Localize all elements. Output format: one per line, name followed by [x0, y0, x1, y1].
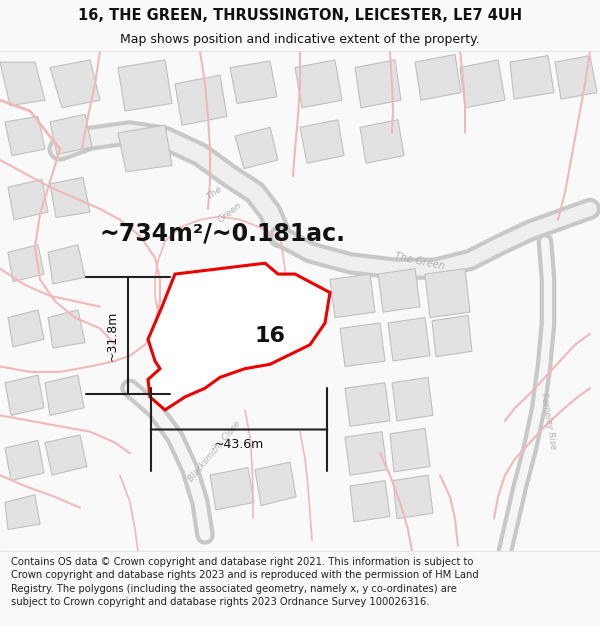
Polygon shape [432, 316, 472, 357]
Polygon shape [148, 263, 330, 410]
Polygon shape [5, 495, 40, 529]
Polygon shape [392, 378, 433, 421]
Polygon shape [300, 120, 344, 163]
Polygon shape [210, 468, 254, 510]
Polygon shape [118, 60, 172, 111]
Text: ~734m²/~0.181ac.: ~734m²/~0.181ac. [100, 222, 346, 246]
Polygon shape [378, 269, 420, 312]
Text: Contains OS data © Crown copyright and database right 2021. This information is : Contains OS data © Crown copyright and d… [11, 557, 479, 607]
Polygon shape [295, 60, 342, 108]
Polygon shape [360, 120, 404, 163]
Polygon shape [510, 56, 554, 99]
Polygon shape [415, 54, 461, 100]
Text: The: The [206, 184, 224, 201]
Polygon shape [8, 310, 44, 347]
Text: The Green: The Green [394, 251, 446, 271]
Polygon shape [230, 61, 277, 103]
Text: 16, THE GREEN, THRUSSINGTON, LEICESTER, LE7 4UH: 16, THE GREEN, THRUSSINGTON, LEICESTER, … [78, 8, 522, 23]
Polygon shape [5, 441, 44, 481]
Text: Green: Green [217, 200, 244, 224]
Polygon shape [235, 127, 278, 169]
Text: ~43.6m: ~43.6m [214, 438, 264, 451]
Polygon shape [255, 462, 296, 506]
Polygon shape [345, 432, 387, 475]
Polygon shape [555, 56, 597, 99]
Polygon shape [355, 60, 401, 108]
Polygon shape [45, 375, 84, 416]
Polygon shape [48, 310, 85, 348]
Polygon shape [50, 177, 90, 217]
Polygon shape [388, 318, 430, 361]
Polygon shape [50, 114, 92, 154]
Polygon shape [118, 125, 172, 172]
Polygon shape [0, 62, 45, 106]
Polygon shape [175, 75, 227, 125]
Text: Blacksmiths Close: Blacksmiths Close [187, 419, 243, 483]
Text: ~31.8m: ~31.8m [106, 310, 119, 361]
Polygon shape [8, 179, 48, 220]
Text: Ferneley Rise: Ferneley Rise [539, 392, 557, 449]
Polygon shape [5, 116, 45, 156]
Text: 16: 16 [254, 326, 286, 346]
Polygon shape [48, 245, 85, 284]
Polygon shape [330, 274, 375, 318]
Polygon shape [5, 375, 44, 416]
Polygon shape [345, 382, 390, 426]
Polygon shape [393, 475, 433, 519]
Polygon shape [340, 323, 385, 366]
Polygon shape [45, 435, 87, 475]
Polygon shape [390, 428, 430, 472]
Polygon shape [8, 245, 44, 282]
Polygon shape [350, 481, 390, 522]
Polygon shape [425, 269, 470, 318]
Polygon shape [460, 60, 505, 108]
Polygon shape [50, 60, 100, 108]
Text: Map shows position and indicative extent of the property.: Map shows position and indicative extent… [120, 34, 480, 46]
